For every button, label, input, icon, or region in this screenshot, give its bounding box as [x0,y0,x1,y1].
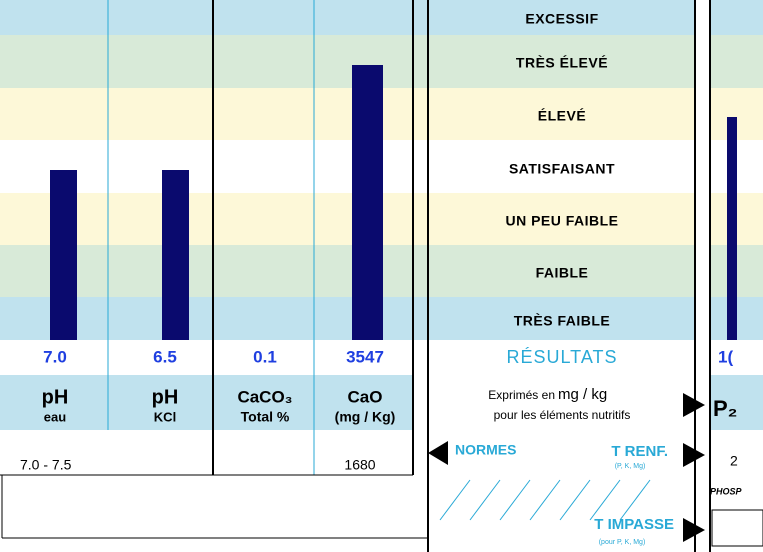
level-label: TRÈS ÉLEVÉ [516,55,608,71]
param-sublabel: eau [44,409,66,424]
level-label: UN PEU FAIBLE [505,213,618,229]
bars [50,65,737,340]
result-value: 6.5 [153,347,177,366]
t-impasse-note: (pour P, K, Mg) [599,539,646,546]
right-label: P₂ [713,396,737,421]
param-sublabel: (mg / Kg) [335,409,396,425]
normes-label: NORMES [455,442,516,458]
t-renf-label: T RENF. [611,443,668,460]
level-label: TRÈS FAIBLE [514,313,611,329]
results-title: RÉSULTATS [506,347,617,367]
result-value: 0.1 [253,347,277,366]
param-label: CaCO₃ [237,387,292,406]
param-sublabel: Total % [241,409,290,425]
results-note: Exprimés en [488,388,555,402]
right-norm: 2 [730,453,738,469]
results-note: pour les éléments nutritifs [494,408,631,422]
right-caption: PHOSP [710,486,743,496]
param-label: CaO [348,387,383,406]
right-value: 1( [718,347,733,366]
param-label: pH [152,386,179,408]
t-renf-note: (P, K, Mg) [615,463,646,470]
norm-value: 1680 [344,457,375,473]
t-impasse-label: T IMPASSE [594,516,674,533]
results-note: mg / kg [558,386,607,403]
level-label: FAIBLE [536,265,589,281]
result-value: 7.0 [43,347,67,366]
param-sublabel: KCl [154,409,176,424]
result-value: 3547 [346,347,384,366]
arrows [428,393,705,542]
norm-value: 7.0 - 7.5 [20,457,72,473]
level-label: EXCESSIF [525,11,598,27]
level-label: SATISFAISANT [509,161,615,177]
level-label: ÉLEVÉ [538,108,586,124]
param-label: pH [42,386,69,408]
